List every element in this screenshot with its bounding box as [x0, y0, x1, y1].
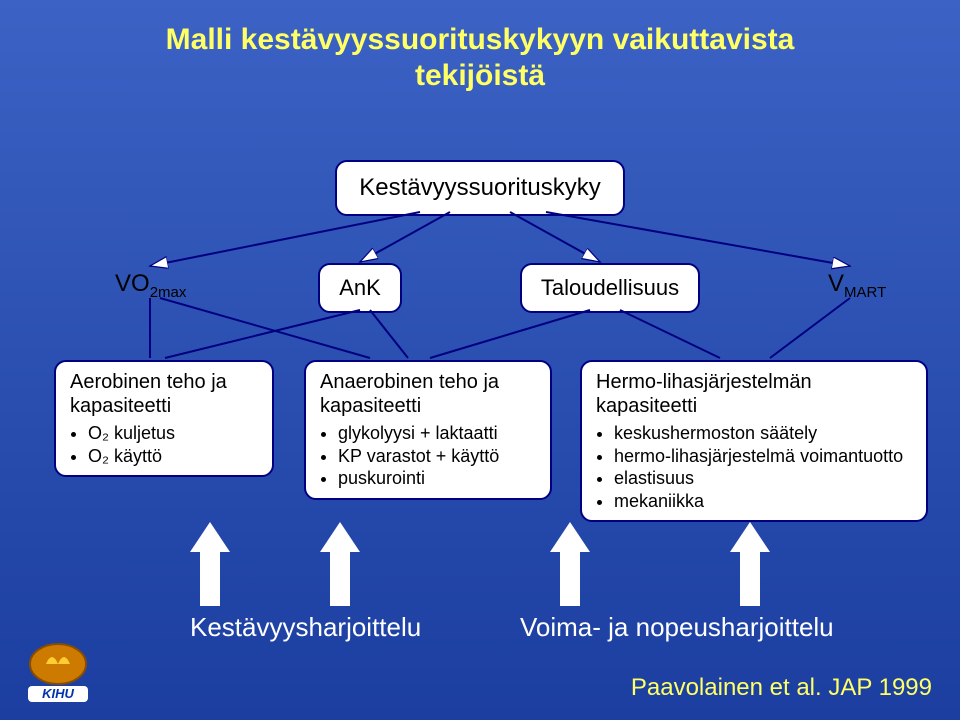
vmart-pre: V: [828, 270, 844, 297]
list-item: keskushermoston säätely: [614, 422, 912, 445]
label-strength-training: Voima- ja nopeusharjoittelu: [520, 612, 834, 643]
list-item: puskurointi: [338, 467, 536, 490]
node-outcome-label: Kestävyyssuorituskyky: [359, 174, 600, 201]
anaerobic-head1: Anaerobinen teho ja: [320, 370, 536, 394]
logo-text: KIHU: [42, 686, 74, 701]
aerobic-head2: kapasiteetti: [70, 394, 258, 418]
node-ank-label: AnK: [339, 275, 381, 300]
title-line-1: Malli kestävyyssuorituskykyyn vaikuttavi…: [166, 23, 795, 56]
list-item: elastisuus: [614, 467, 912, 490]
node-aerobic: Aerobinen teho ja kapasiteetti O₂ kuljet…: [54, 360, 274, 477]
neuro-head1: Hermo-lihasjärjestelmän: [596, 370, 912, 394]
list-item: hermo-lihasjärjestelmä voimantuotto: [614, 445, 912, 468]
citation: Paavolainen et al. JAP 1999: [631, 674, 932, 702]
list-item: mekaniikka: [614, 490, 912, 513]
anaerobic-head2: kapasiteetti: [320, 394, 536, 418]
neuro-list: keskushermoston säätely hermo-lihasjärje…: [596, 422, 912, 512]
slide-title: Malli kestävyyssuorituskykyyn vaikuttavi…: [40, 22, 920, 94]
list-item: KP varastot + käyttö: [338, 445, 536, 468]
node-outcome: Kestävyyssuorituskyky: [335, 160, 625, 216]
label-vo2max: VO2max: [115, 270, 186, 301]
vo2max-pre: VO: [115, 270, 150, 297]
vo2max-sub: 2max: [150, 284, 187, 301]
neuro-head2: kapasiteetti: [596, 394, 912, 418]
slide: Malli kestävyyssuorituskykyyn vaikuttavi…: [0, 0, 960, 720]
anaerobic-list: glykolyysi + laktaatti KP varastot + käy…: [320, 422, 536, 490]
node-taloudellisuus-label: Taloudellisuus: [541, 275, 679, 300]
list-item: glykolyysi + laktaatti: [338, 422, 536, 445]
list-item: O₂ käyttö: [88, 445, 258, 468]
node-neuromuscular: Hermo-lihasjärjestelmän kapasiteetti kes…: [580, 360, 928, 522]
aerobic-head1: Aerobinen teho ja: [70, 370, 258, 394]
title-line-2: tekijöistä: [415, 59, 545, 92]
label-vmart: VMART: [828, 270, 886, 301]
vmart-sub: MART: [844, 284, 886, 301]
label-endurance-training: Kestävyysharjoittelu: [190, 612, 421, 643]
node-taloudellisuus: Taloudellisuus: [520, 263, 700, 313]
list-item: O₂ kuljetus: [88, 422, 258, 445]
aerobic-list: O₂ kuljetus O₂ käyttö: [70, 422, 258, 467]
node-ank: AnK: [318, 263, 402, 313]
node-anaerobic: Anaerobinen teho ja kapasiteetti glykoly…: [304, 360, 552, 500]
kihu-logo-icon: KIHU: [18, 642, 98, 704]
